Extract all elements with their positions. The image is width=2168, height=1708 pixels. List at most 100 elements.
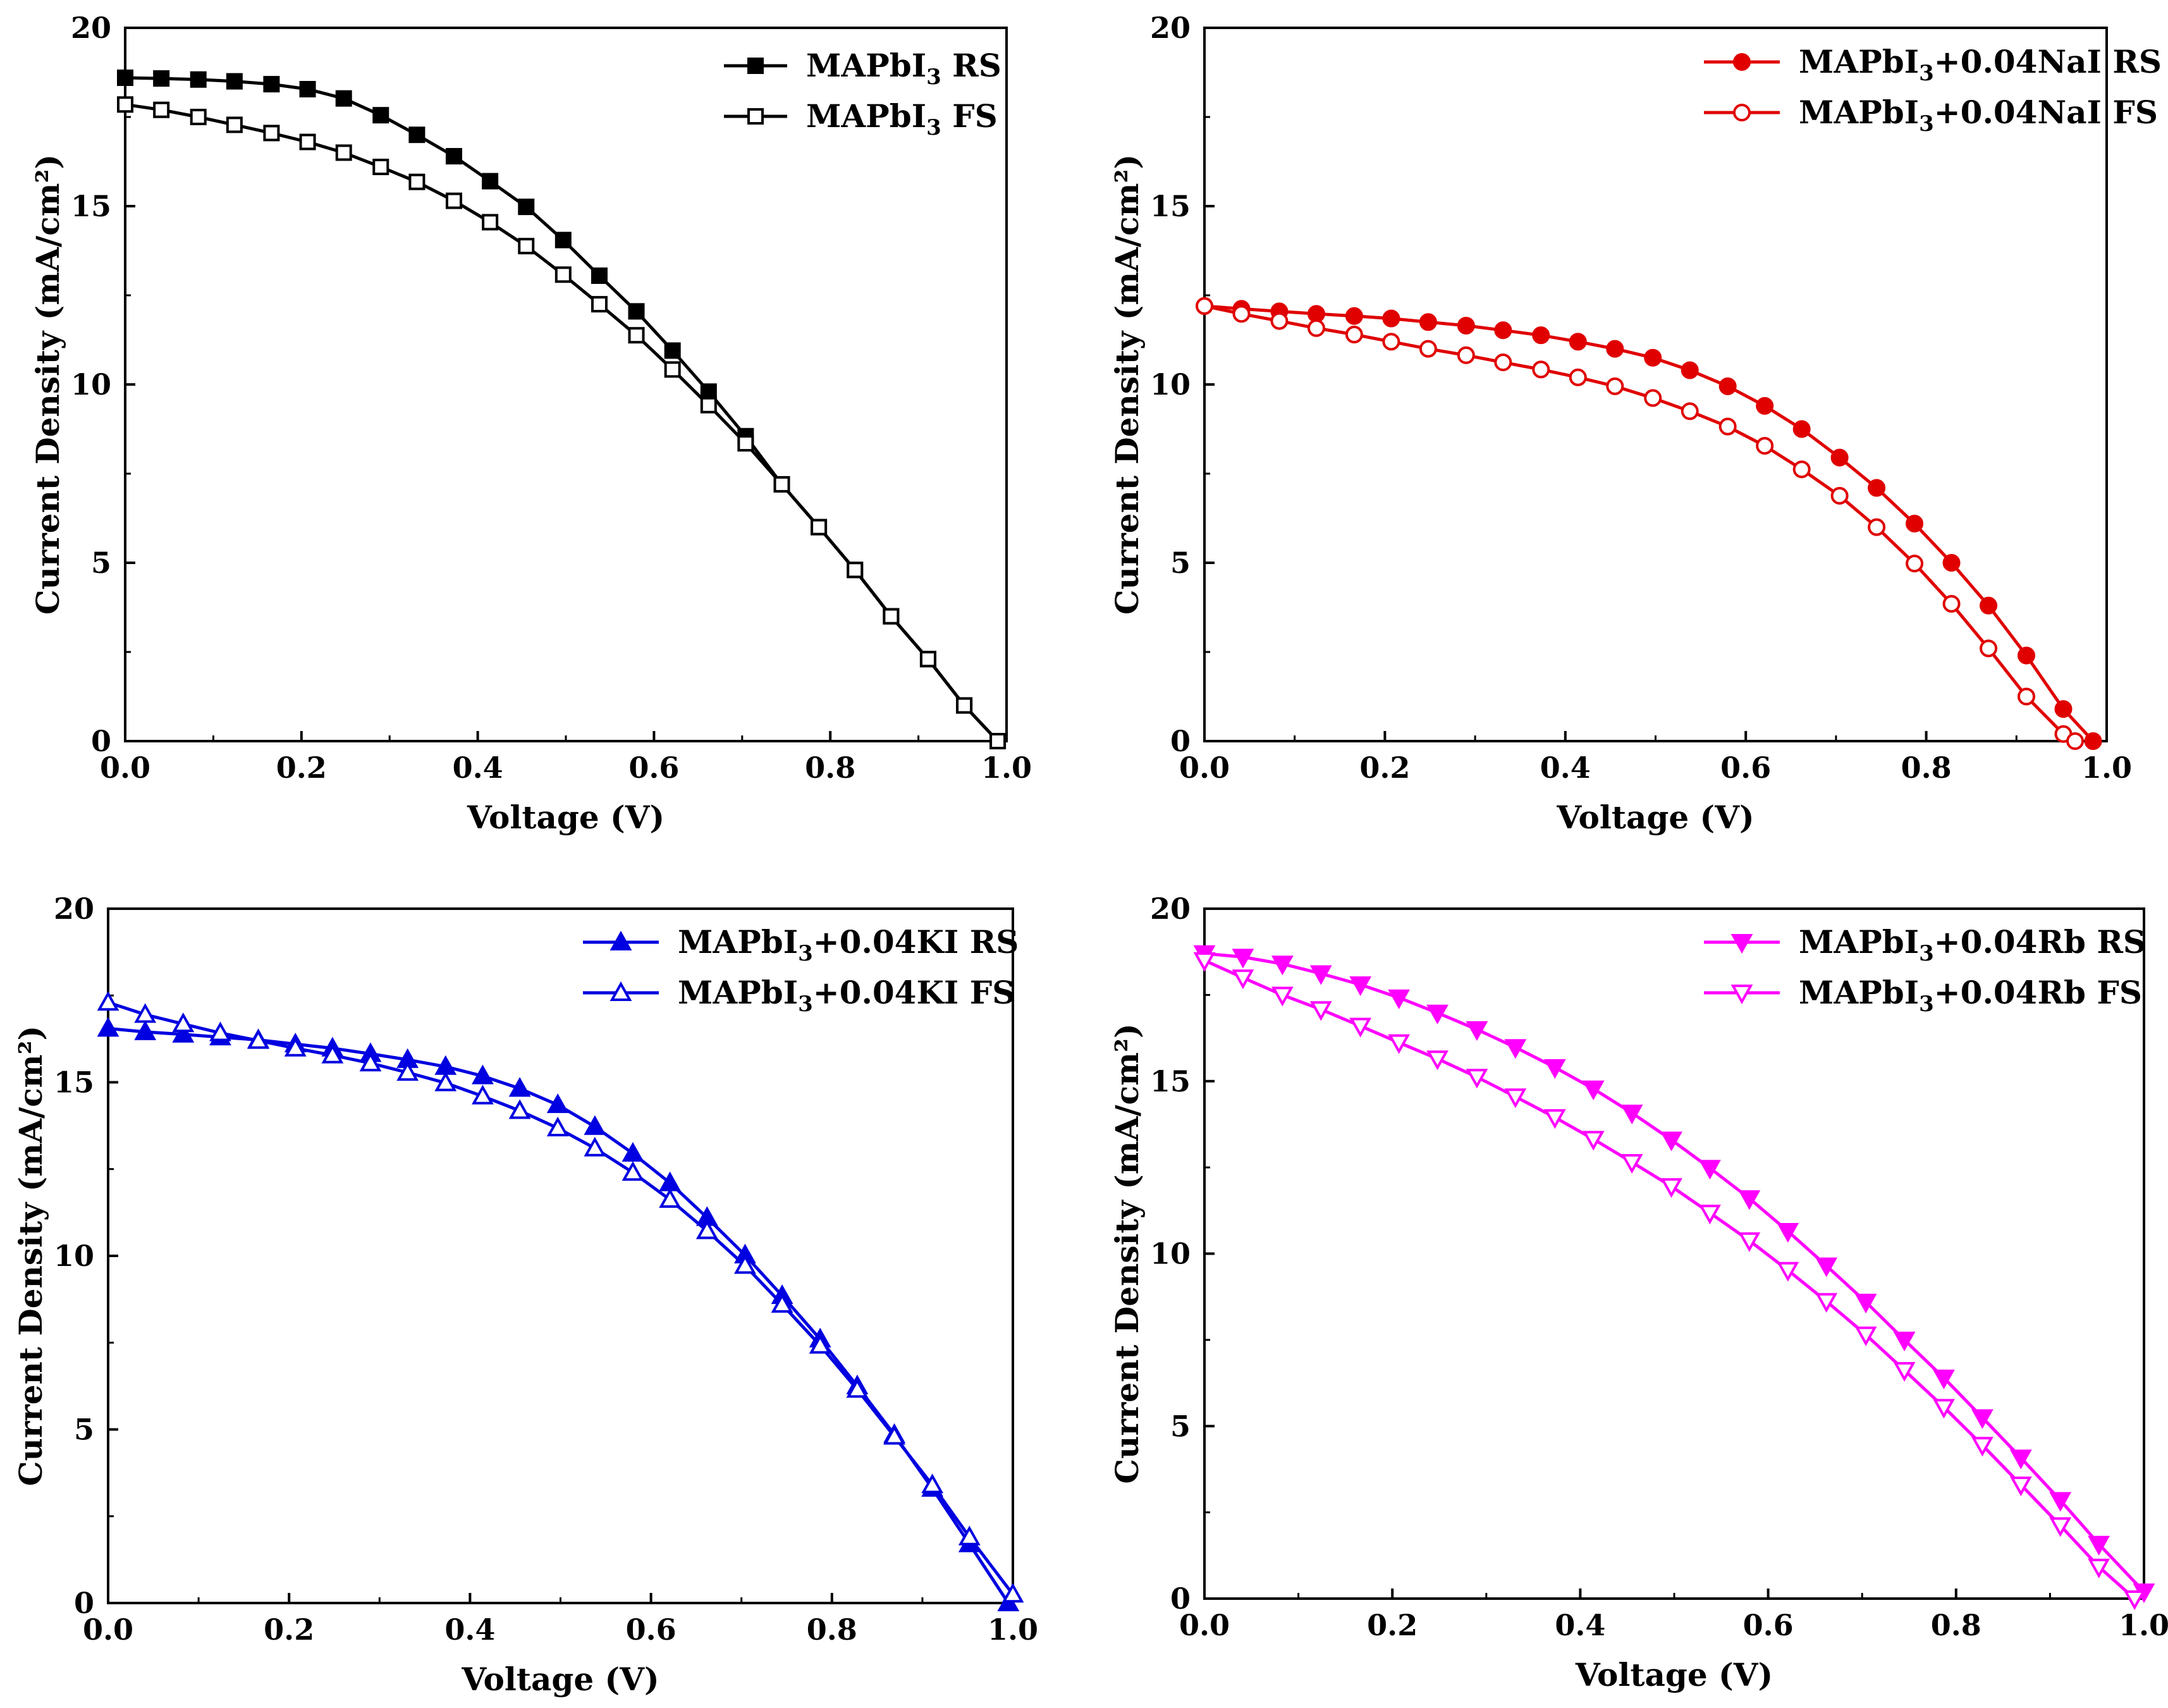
data-point bbox=[1942, 594, 1961, 613]
chart-panel-bottom-right: 0.0 0.2 0.4 0.6 0.8 1.0 0 5 10 15 20 Voltage (V) Cur… bbox=[1108, 892, 2168, 1693]
data-point bbox=[958, 1525, 981, 1545]
data-point bbox=[809, 1334, 831, 1354]
data-point bbox=[1349, 1017, 1372, 1038]
x-tick-label: 1.0 bbox=[2081, 751, 2132, 785]
data-point bbox=[1582, 1080, 1605, 1100]
data-point bbox=[1777, 1223, 1799, 1243]
data-point bbox=[1660, 1178, 1682, 1198]
data-point bbox=[1270, 312, 1289, 330]
data-point bbox=[1001, 1583, 1024, 1603]
data-point bbox=[554, 266, 572, 283]
x-tick-label: 0.2 bbox=[1367, 1608, 1418, 1642]
y-tick-label: 5 bbox=[1170, 546, 1191, 580]
data-point bbox=[1271, 986, 1294, 1007]
data-point bbox=[472, 1064, 494, 1084]
legend-marker bbox=[609, 981, 632, 1001]
data-point bbox=[1792, 460, 1811, 479]
data-point bbox=[1307, 305, 1325, 323]
data-point bbox=[434, 1071, 457, 1091]
data-point bbox=[1494, 321, 1512, 340]
y-tick-label: 10 bbox=[71, 367, 111, 402]
data-point bbox=[622, 1141, 644, 1162]
data-point bbox=[153, 101, 170, 118]
data-point bbox=[1494, 353, 1512, 372]
data-point bbox=[134, 1003, 157, 1023]
data-point bbox=[1830, 486, 1849, 505]
data-point bbox=[1980, 639, 1998, 658]
series-line bbox=[1204, 304, 2076, 743]
data-point bbox=[591, 296, 608, 313]
data-point bbox=[628, 327, 645, 344]
data-point bbox=[1868, 518, 1886, 536]
data-point bbox=[263, 76, 280, 93]
data-point bbox=[299, 81, 316, 98]
legend-label: MAPbI3+0.04NaI FS bbox=[1799, 94, 2158, 137]
data-point bbox=[1868, 479, 1886, 497]
data-point bbox=[2009, 1476, 2032, 1497]
data-point bbox=[622, 1161, 644, 1181]
data-point bbox=[1349, 976, 1372, 997]
data-point bbox=[628, 303, 645, 320]
y-tick-label: 0 bbox=[1170, 724, 1191, 758]
data-point bbox=[2049, 1492, 2072, 1512]
x-tick-label: 1.0 bbox=[2119, 1608, 2168, 1642]
data-point bbox=[482, 173, 499, 190]
y-tick-label: 10 bbox=[54, 1239, 94, 1273]
data-point bbox=[1699, 1205, 1721, 1225]
data-point bbox=[2054, 700, 2073, 718]
data-point bbox=[2066, 732, 2085, 750]
data-point bbox=[472, 1084, 494, 1105]
plot-frame bbox=[124, 27, 1008, 742]
x-tick-label: 0.4 bbox=[453, 751, 503, 785]
series-rs bbox=[117, 69, 1007, 749]
data-point bbox=[321, 1043, 344, 1064]
data-point bbox=[919, 651, 936, 668]
data-point bbox=[226, 116, 243, 133]
legend-marker bbox=[747, 58, 764, 74]
data-point bbox=[1569, 333, 1587, 351]
y-tick-label: 0 bbox=[91, 724, 111, 758]
data-point bbox=[1620, 1153, 1643, 1174]
data-point bbox=[1309, 965, 1332, 985]
y-tick-label: 15 bbox=[54, 1066, 94, 1100]
data-point bbox=[1906, 514, 1924, 532]
x-tick-label: 0.8 bbox=[1931, 1608, 1981, 1642]
data-point bbox=[1660, 1131, 1682, 1152]
data-point bbox=[1681, 402, 1699, 421]
data-point bbox=[659, 1188, 682, 1208]
legend-marker bbox=[609, 930, 632, 950]
data-point bbox=[1466, 1021, 1488, 1041]
plot-frame bbox=[107, 907, 1014, 1604]
data-point bbox=[117, 69, 133, 86]
data-point bbox=[1681, 361, 1699, 379]
data-point bbox=[1854, 1326, 1877, 1346]
data-point bbox=[883, 608, 900, 625]
data-point bbox=[1644, 389, 1662, 407]
data-point bbox=[664, 342, 681, 359]
y-tick-label: 5 bbox=[1170, 1409, 1191, 1443]
series-rs bbox=[1193, 945, 2155, 1604]
data-point bbox=[1457, 316, 1475, 335]
data-point bbox=[584, 1115, 606, 1135]
data-point bbox=[445, 148, 462, 165]
y-tick-label: 0 bbox=[74, 1586, 94, 1620]
data-point bbox=[664, 361, 681, 378]
data-point bbox=[482, 214, 499, 231]
legend-label: MAPbI3+0.04KI RS bbox=[678, 923, 1019, 966]
x-tick-label: 0.6 bbox=[1720, 751, 1771, 785]
data-point bbox=[1815, 1293, 1838, 1313]
data-point bbox=[1388, 989, 1411, 1009]
data-point bbox=[408, 173, 426, 190]
data-point bbox=[2084, 732, 2102, 750]
data-point bbox=[134, 1020, 157, 1040]
x-tick-label: 0.0 bbox=[83, 1613, 133, 1647]
x-tick-label: 0.6 bbox=[1743, 1608, 1794, 1642]
data-point bbox=[1345, 326, 1363, 344]
y-tick-label: 15 bbox=[1150, 1064, 1191, 1098]
data-point bbox=[591, 267, 608, 284]
x-tick-label: 1.0 bbox=[988, 1613, 1038, 1647]
data-point bbox=[299, 133, 316, 151]
series-line bbox=[1204, 304, 2095, 742]
data-point bbox=[1271, 955, 1294, 976]
